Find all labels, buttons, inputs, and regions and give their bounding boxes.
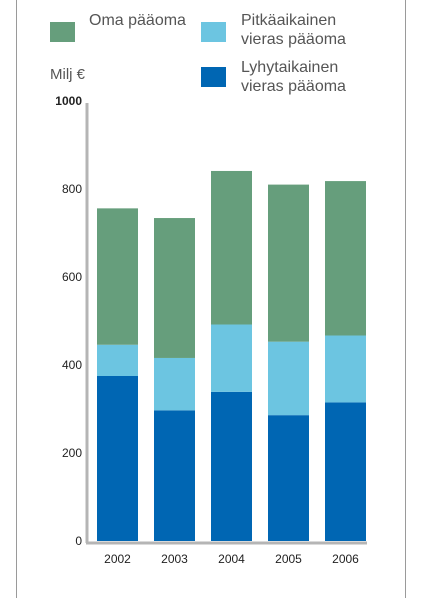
- y-tick-label: 0: [75, 534, 82, 548]
- x-tick-label: 2003: [161, 552, 188, 566]
- legend-swatch: [201, 22, 226, 42]
- y-tick-label: 800: [62, 182, 82, 196]
- y-tick-label: 600: [62, 270, 82, 284]
- bar-segment: [154, 218, 195, 358]
- y-tick-label: 200: [62, 446, 82, 460]
- bar-segment: [268, 341, 309, 416]
- bar-segment: [268, 415, 309, 541]
- legend-item: Oma pääoma: [50, 12, 186, 42]
- bar-segment: [325, 181, 366, 336]
- x-tick-label: 2002: [104, 552, 131, 566]
- bar-segment: [325, 402, 366, 541]
- x-axis: 2002 2003 2004 2005 2006: [86, 541, 367, 566]
- legend-label: Oma pääoma: [89, 12, 186, 29]
- legend-label: Pitkäaikainen: [241, 12, 336, 29]
- y-axis-unit-label: Milj €: [50, 66, 86, 83]
- x-tick-label: 2005: [275, 552, 302, 566]
- legend-item: Lyhytaikainen vieras pääoma: [201, 59, 346, 95]
- y-tick-label: 1000: [55, 94, 82, 108]
- bar-segment: [211, 324, 252, 392]
- bar-segment: [97, 376, 138, 541]
- bar-segment: [211, 170, 252, 325]
- legend-item: Pitkäaikainen vieras pääoma: [201, 12, 346, 48]
- bar-segment: [268, 184, 309, 342]
- bar-segment: [97, 344, 138, 376]
- y-tick-label: 400: [62, 358, 82, 372]
- chart-frame: [16, 0, 406, 598]
- bar-segment: [154, 357, 195, 411]
- legend-swatch: [201, 67, 226, 87]
- x-tick-label: 2004: [218, 552, 245, 566]
- x-tick-label: 2006: [332, 552, 359, 566]
- y-axis: 0 200 400 600 800 1000: [55, 94, 89, 548]
- bar-segment: [154, 410, 195, 541]
- legend-swatch: [50, 22, 75, 42]
- bars: [97, 170, 366, 541]
- bar-segment: [325, 335, 366, 403]
- legend-label: vieras pääoma: [241, 78, 346, 95]
- bar-segment: [211, 391, 252, 541]
- legend-label: vieras pääoma: [241, 31, 346, 48]
- bar-segment: [97, 208, 138, 345]
- legend-label: Lyhytaikainen: [241, 59, 338, 76]
